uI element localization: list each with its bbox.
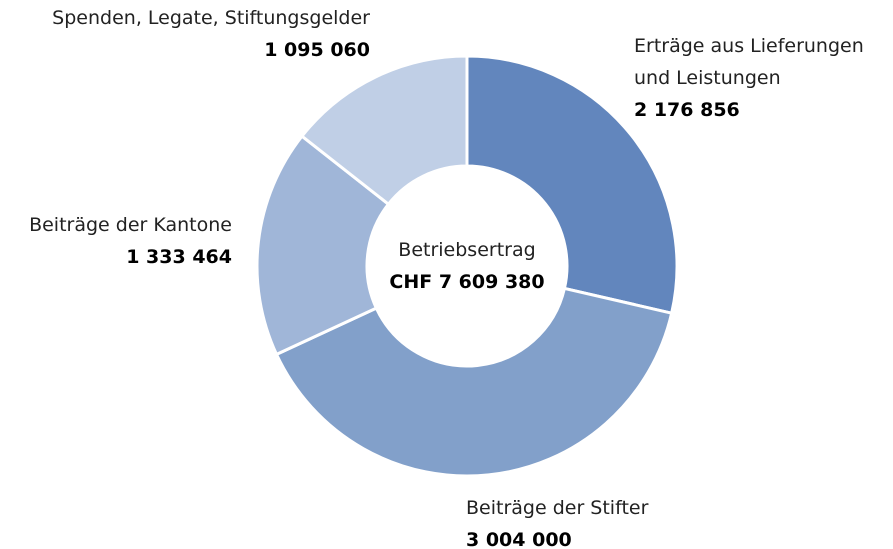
category-label: Erträge aus Lieferungen und Leistungen: [634, 35, 864, 89]
slice: [255, 134, 391, 357]
label-group: Beiträge der Stifter 3 004 000: [466, 492, 648, 549]
center-value: CHF 7 609 380: [389, 271, 545, 293]
label-group: Erträge aus Lieferungen und Leistungen 2…: [634, 30, 893, 126]
label-group: Beiträge der Kantone 1 333 464: [29, 209, 232, 273]
value-label: 2 176 856: [634, 99, 740, 121]
category-label: Beiträge der Kantone: [29, 214, 232, 236]
slice: [274, 286, 674, 478]
value-label: 1 333 464: [126, 246, 232, 268]
category-label: Spenden, Legate, Stiftungsgelder: [52, 7, 370, 29]
value-label: 1 095 060: [264, 39, 370, 61]
category-label: Beiträge der Stifter: [466, 497, 649, 519]
center-title: Betriebsertrag: [398, 239, 536, 261]
label-group: Spenden, Legate, Stiftungsgelder 1 095 0…: [52, 2, 370, 66]
center-group: Betriebsertrag CHF 7 609 380: [367, 234, 567, 298]
slice: [299, 54, 469, 207]
slice: [465, 54, 679, 315]
value-label: 3 004 000: [466, 529, 572, 549]
